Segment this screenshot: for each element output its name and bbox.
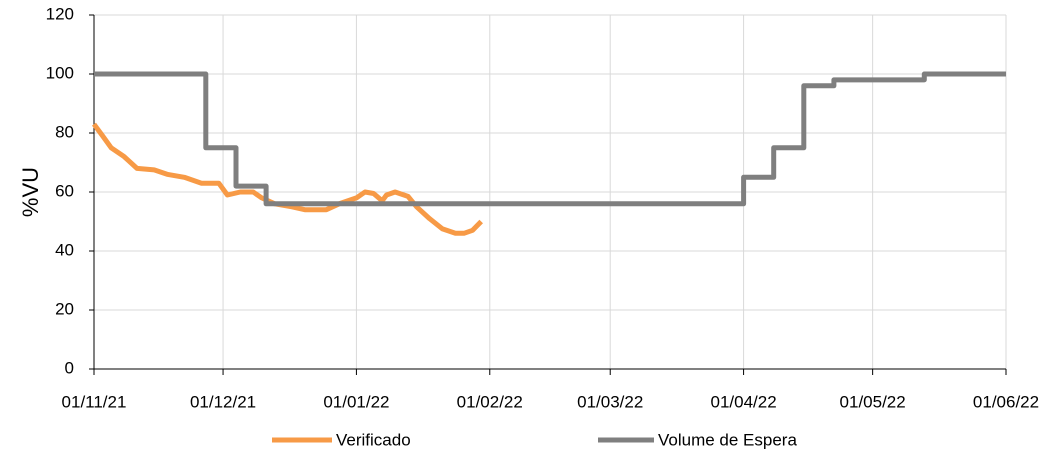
line [91,122,483,236]
line [94,71,1006,207]
x-tick-label: 01/03/22 [577,392,643,411]
y-tick-label: 0 [65,358,74,377]
y-tick-label: 40 [55,240,74,259]
x-tick-label: 01/05/22 [840,392,906,411]
y-tick-label: 120 [46,4,74,23]
x-tick-label: 01/11/21 [62,392,127,411]
x-tick-label: 01/12/21 [190,392,256,411]
y-axis-label: %VU [18,167,43,217]
y-tick-label: 100 [46,63,74,82]
x-tick-label: 01/02/22 [457,392,523,411]
x-tick-label: 01/04/22 [710,392,776,411]
legend-label: Verificado [336,430,411,449]
y-tick-label: 60 [55,181,74,200]
y-tick-label: 20 [55,299,74,318]
x-tick-label: 01/06/22 [973,392,1039,411]
y-tick-label: 80 [55,122,74,141]
x-tick-label: 01/01/22 [323,392,389,411]
legend-label: Volume de Espera [658,430,797,449]
